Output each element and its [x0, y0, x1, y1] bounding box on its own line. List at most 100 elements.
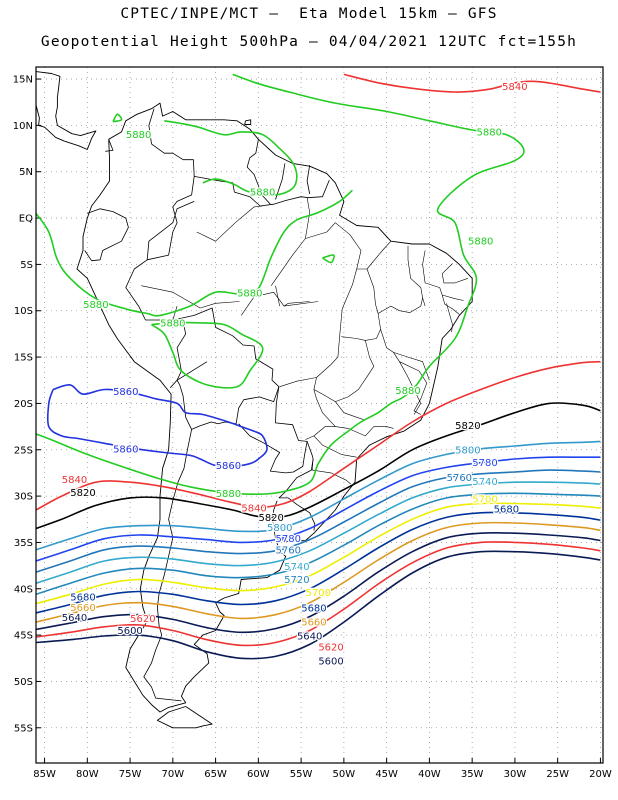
lon-label: 60W — [247, 769, 270, 780]
contour-label-5860: 5860 — [216, 461, 241, 472]
state-border — [141, 285, 201, 309]
state-border — [305, 222, 362, 310]
lon-label: 30W — [504, 769, 527, 780]
contour-label-5660: 5660 — [70, 603, 95, 614]
state-border — [377, 297, 423, 314]
coastline — [244, 119, 252, 125]
contour-label-5880: 5880 — [477, 127, 502, 138]
contour-label-5840: 5840 — [502, 82, 527, 93]
state-border — [172, 306, 178, 321]
lat-label: 20S — [14, 399, 33, 410]
contour-label-5760: 5760 — [447, 473, 472, 484]
state-border — [279, 377, 317, 387]
contour-label-5860: 5860 — [113, 444, 138, 455]
lat-label: 15N — [13, 75, 33, 86]
state-border — [441, 294, 460, 315]
country-border — [275, 163, 286, 200]
land-outlines — [36, 71, 473, 729]
contour-label-5880: 5880 — [216, 489, 241, 500]
lat-label: 55S — [14, 723, 33, 734]
contour-label-5700: 5700 — [472, 494, 497, 505]
contour-5840 — [36, 360, 601, 511]
contour-label-5700: 5700 — [305, 588, 330, 599]
contour-5880 — [36, 73, 525, 496]
contour-label-5880: 5880 — [237, 289, 262, 300]
contour-label-5740: 5740 — [472, 477, 497, 488]
lon-label: 65W — [204, 769, 227, 780]
contour-5880 — [151, 321, 264, 389]
contour-label-5720: 5720 — [284, 575, 309, 586]
lon-label: 75W — [119, 769, 142, 780]
state-border — [240, 291, 310, 316]
coastline — [156, 706, 213, 729]
contour-5640 — [36, 531, 601, 634]
contour-label-5660: 5660 — [301, 618, 326, 629]
longitude-labels: 85W 80W 75W 70W 65W 60W 55W 50W 45W 40W 35W 30W 25W 2… — [33, 769, 612, 780]
plot-frame — [35, 66, 604, 764]
contour-label-5880: 5880 — [126, 130, 151, 141]
contour-label-5880: 5880 — [160, 318, 185, 329]
coastline — [36, 104, 65, 142]
state-border — [196, 205, 263, 242]
country-border — [84, 208, 129, 262]
state-border — [393, 352, 422, 415]
lon-label: 25W — [546, 769, 569, 780]
state-border — [313, 308, 343, 402]
state-border — [399, 361, 428, 384]
state-border — [270, 197, 311, 286]
contour-5820 — [36, 402, 601, 530]
lon-label: 85W — [33, 769, 56, 780]
lon-label: 55W — [290, 769, 313, 780]
contour-labels: 5840588058805880588058805880588058805880… — [61, 81, 529, 669]
lat-label: 5S — [20, 260, 33, 271]
state-border — [200, 301, 240, 309]
contour-lines — [36, 73, 601, 660]
contour-label-5620: 5620 — [318, 643, 343, 654]
lat-label: 45S — [14, 631, 33, 642]
contour-5880 — [164, 120, 298, 196]
coastline — [76, 102, 473, 713]
contour-5740 — [36, 481, 601, 584]
lat-label: 15S — [14, 353, 33, 364]
contour-label-5880: 5880 — [395, 386, 420, 397]
lon-label: 80W — [76, 769, 99, 780]
contour-label-5800: 5800 — [267, 523, 292, 534]
country-border — [238, 386, 308, 474]
contour-5700 — [36, 502, 601, 605]
lat-label: EQ — [19, 214, 33, 225]
lon-label: 45W — [375, 769, 398, 780]
contour-5780 — [36, 456, 601, 562]
lon-label: 35W — [461, 769, 484, 780]
lat-label: 40S — [14, 584, 33, 595]
state-border — [366, 240, 392, 270]
state-border — [305, 389, 336, 440]
contour-5840 — [343, 73, 601, 93]
lat-label: 35S — [14, 538, 33, 549]
state-border — [311, 458, 351, 485]
country-border — [278, 458, 314, 499]
country-border — [278, 497, 316, 531]
contour-5860 — [46, 384, 268, 468]
contour-5600 — [36, 550, 601, 660]
state-border — [413, 382, 428, 415]
state-border — [275, 285, 280, 307]
contour-5800 — [36, 440, 601, 551]
contour-5880 — [112, 113, 123, 123]
coastline — [36, 71, 97, 150]
contour-label-5880: 5880 — [250, 188, 275, 199]
state-border — [422, 250, 464, 301]
lon-label: 20W — [589, 769, 612, 780]
contour-5660 — [36, 521, 601, 623]
contour-label-5680: 5680 — [301, 604, 326, 615]
contour-label-5680: 5680 — [70, 593, 95, 604]
contour-label-5820: 5820 — [70, 488, 95, 499]
contour-label-5880: 5880 — [468, 237, 493, 248]
map-title-line-2: Geopotential Height 500hPa – 04/04/2021 … — [40, 34, 578, 50]
contour-label-5740: 5740 — [284, 562, 309, 573]
country-border — [143, 429, 192, 702]
contour-5760 — [36, 469, 601, 573]
contour-label-5800: 5800 — [455, 445, 480, 456]
lat-label: 10N — [13, 121, 33, 132]
contour-label-5860: 5860 — [113, 387, 138, 398]
state-border — [313, 435, 357, 458]
